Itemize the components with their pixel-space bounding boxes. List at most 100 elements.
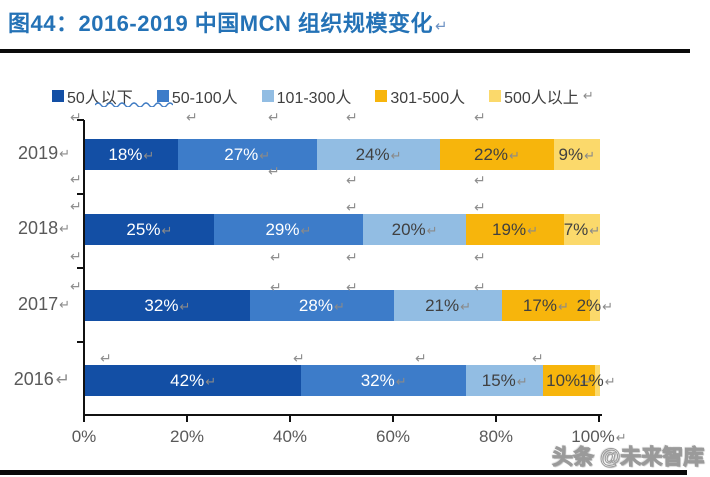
year-text: 2018 [18,218,59,238]
paragraph-return-mark: ↵ [474,109,486,125]
x-axis-label-100%: 100%↵ [571,427,627,446]
bar-segment-2016-500人以上: 1%↵ [579,365,616,396]
bar-segment-2018-500人以上: 7%↵ [564,214,600,245]
paragraph-return-mark: ↵ [474,279,486,295]
bar-value-label: 32%↵ [360,370,407,390]
paragraph-return-mark: ↵ [270,249,282,265]
bar-segment-2016-301-500人: 10%↵ [543,365,595,396]
y-axis-tick [77,193,84,195]
x-axis-label-60%: 60% [375,427,411,446]
legend-item-2: 101-300人 [261,84,351,108]
x-label-return-mark: ↵ [615,430,627,445]
legend-label: 50-100人 [171,90,238,107]
label-return-mark: ↵ [557,298,569,314]
year-return-mark: ↵ [59,220,70,236]
watermark-toutiao: 头条 @未来智库 [551,446,705,470]
chart-title: 图44：2016-2019 中国MCN 组织规模变化 ↵ [8,6,448,38]
label-return-mark: ↵ [390,147,402,163]
legend-label: 50人以下 [67,90,133,107]
bar-value-label: 28%↵ [298,295,345,315]
bar-value-label: 22%↵ [474,144,520,164]
label-return-mark: ↵ [395,373,407,389]
paragraph-return-mark: ↵ [70,198,82,214]
legend-item-4: 500人以上 ↵ [489,84,594,108]
bar-value-label: 32%↵ [144,295,191,315]
bar-value-label: 21%↵ [425,295,472,315]
bar-segment-2019-101-300人: 24%↵ [316,139,441,170]
x-axis-tick [598,416,600,422]
bar-row-2018: 25%↵ 29%↵ 20%↵ 19%↵ 7%↵ [85,214,600,245]
legend-swatch-icon [156,90,169,102]
bar-segment-2016-101-300人: 15%↵ [466,365,544,396]
legend-return-mark: ↵ [582,88,594,103]
bar-value-label: 19%↵ [492,219,538,239]
paragraph-return-mark: ↵ [532,350,544,366]
bar-segment-2017-500人以上: 2%↵ [577,290,613,321]
legend-swatch-icon [489,90,502,102]
bar-value-label: 2%↵ [576,295,614,315]
paragraph-return-mark: ↵ [346,279,358,295]
category-label-2017: 2017 ↵ [4,294,70,315]
legend-item-3: 301-500人 [375,84,465,108]
x-axis-tick [289,416,291,422]
year-text: 2016 [13,369,54,389]
title-divider-line [0,49,690,53]
label-return-mark: ↵ [589,222,601,238]
y-axis-tick [77,341,84,343]
year-text: 2017 [18,294,59,314]
bar-value-label: 9%↵ [558,144,596,164]
label-return-mark: ↵ [584,147,596,163]
bar-row-2017: 32%↵ 28%↵ 21%↵ 17%↵ 2%↵ [85,290,613,321]
label-return-mark: ↵ [509,147,520,163]
bar-segment-2016-50-100人: 32%↵ [301,365,467,396]
chart-legend: 50人以下 50-100人 101-300人 301-500人 500人以上 ↵ [52,84,594,108]
y-axis-tick [77,119,84,121]
bar-value-label: 1%↵ [579,370,616,390]
year-return-mark: ↵ [59,296,70,312]
label-return-mark: ↵ [259,147,271,163]
label-return-mark: ↵ [179,298,191,314]
year-text: 2019 [18,143,59,163]
x-axis-tick [495,416,497,422]
title-return-mark: ↵ [435,18,449,35]
x-axis-tick [186,416,188,422]
bar-value-label: 24%↵ [355,144,402,164]
paragraph-return-mark: ↵ [474,249,486,265]
paragraph-return-mark: ↵ [346,172,358,188]
bottom-divider-line [0,470,687,475]
x-axis-tick [83,416,85,422]
paragraph-return-mark: ↵ [100,350,112,366]
x-axis-label-20%: 20% [169,427,205,446]
bar-value-label: 20%↵ [391,219,438,239]
paragraph-return-mark: ↵ [346,249,358,265]
bar-segment-2017-50人以下: 32%↵ [85,290,250,321]
paragraph-return-mark: ↵ [186,109,198,125]
bar-segment-2018-50人以下: 25%↵ [85,214,214,245]
paragraph-return-mark: ↵ [70,171,82,187]
paragraph-return-mark: ↵ [474,172,486,188]
paragraph-return-mark: ↵ [70,109,82,125]
x-axis-label-40%: 40% [272,427,308,446]
bar-segment-2019-500人以上: 9%↵ [553,139,600,170]
legend-swatch-icon [261,90,274,102]
bar-segment-2017-50-100人: 28%↵ [249,290,394,321]
label-return-mark: ↵ [460,298,472,314]
legend-label: 301-500人 [390,90,466,107]
legend-label: 500人以上 [504,90,579,107]
label-return-mark: ↵ [143,147,155,163]
year-return-mark: ↵ [59,145,70,161]
x-axis-label-80%: 80% [478,427,514,446]
legend-swatch-icon [52,90,64,102]
chart-title-text: 图44：2016-2019 中国MCN 组织规模变化 [8,11,434,36]
bar-value-label: 15%↵ [481,370,528,390]
bar-value-label: 7%↵ [563,219,601,239]
paragraph-return-mark: ↵ [270,279,282,295]
label-return-mark: ↵ [161,222,173,238]
x-axis-tick [392,416,394,422]
bar-segment-2018-301-500人: 19%↵ [466,214,564,245]
label-return-mark: ↵ [602,298,614,314]
spellcheck-squiggle [95,102,173,107]
bar-segment-2017-101-300人: 21%↵ [393,290,503,321]
bar-segment-2018-101-300人: 20%↵ [363,214,467,245]
